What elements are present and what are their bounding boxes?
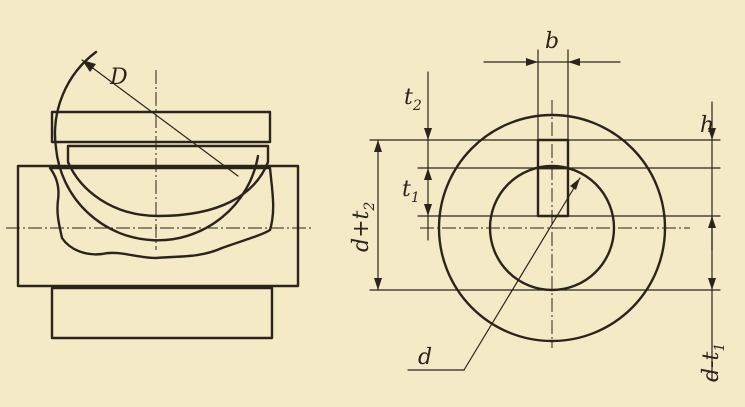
diameter-dimension-line [81,59,239,177]
d-minus-t1-arrow-bottom [708,278,716,290]
key-seat-arc [54,146,260,242]
label-t1: t1 [402,177,420,206]
h-arrow-top [708,128,716,140]
diameter-arrow [82,60,96,72]
label-b: b [545,29,559,54]
t2-arrow [424,128,432,140]
woodruff-key [66,144,270,218]
b-arrow-right [568,58,580,66]
shaft-outline [16,164,300,288]
d-plus-t2-arrow-top [374,140,382,152]
d-leader-arrow [570,178,580,190]
label-h: h [700,113,714,138]
label-t2: t2 [404,85,422,114]
label-d-plus-t2: d+t2 [349,202,378,252]
left-view: D [6,50,314,340]
diameter-arc [53,50,98,150]
d-plus-t2-arrow-bottom [374,278,382,290]
t1-arrow-top [424,168,432,180]
b-arrow-left [526,58,538,66]
d-leader-diagonal [463,177,581,371]
label-d-minus-t1: d-t1 [699,343,728,382]
right-view: b t2 t1 d+t2 h d-t1 d [349,29,728,382]
t1-arrow-bottom [424,204,432,216]
label-D: D [109,65,128,90]
label-d: d [418,345,432,370]
shaft-section-hatch [48,166,275,260]
hub-top-section [50,110,272,144]
hub-bottom-section [50,286,274,340]
